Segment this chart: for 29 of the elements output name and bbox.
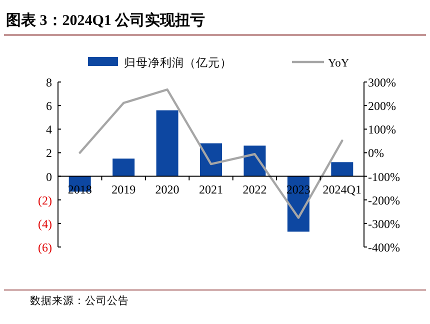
bar bbox=[244, 146, 266, 176]
legend-label: 归母净利润（亿元） bbox=[124, 56, 232, 70]
y-tick-label: 2 bbox=[46, 146, 52, 160]
x-tick-label: 2021 bbox=[199, 182, 223, 196]
y-tick-label: (2) bbox=[38, 193, 52, 208]
y-tick-label: 8 bbox=[46, 76, 52, 90]
x-tick-label: 2019 bbox=[112, 182, 136, 196]
y2-tick-label: 200% bbox=[368, 99, 396, 114]
y-tick-label: 6 bbox=[46, 99, 52, 114]
y-tick-label: 4 bbox=[46, 122, 52, 137]
x-tick-label: 2020 bbox=[155, 182, 180, 196]
y2-tick-label: 300% bbox=[368, 76, 396, 90]
x-tick-label: 2022 bbox=[242, 182, 267, 196]
y2-tick-label: 0% bbox=[368, 146, 384, 160]
y2-tick-label: -300% bbox=[368, 216, 400, 231]
legend-label: YoY bbox=[328, 58, 350, 70]
x-tick-label: 2024Q1 bbox=[322, 182, 362, 196]
bar bbox=[112, 158, 135, 176]
bar bbox=[156, 110, 178, 176]
source-note: 数据来源：公司公告 bbox=[30, 294, 129, 307]
y2-tick-label: -400% bbox=[368, 240, 400, 254]
y-tick-label: 0 bbox=[46, 170, 52, 184]
y-tick-label: (6) bbox=[38, 240, 52, 254]
bar bbox=[331, 162, 354, 176]
y2-tick-label: -100% bbox=[368, 170, 400, 184]
y2-tick-label: -200% bbox=[368, 193, 400, 208]
y-tick-label: (4) bbox=[38, 216, 52, 231]
y2-tick-label: 100% bbox=[368, 122, 396, 137]
chart-title: 图表 3：2024Q1 公司实现扭亏 bbox=[6, 11, 206, 29]
